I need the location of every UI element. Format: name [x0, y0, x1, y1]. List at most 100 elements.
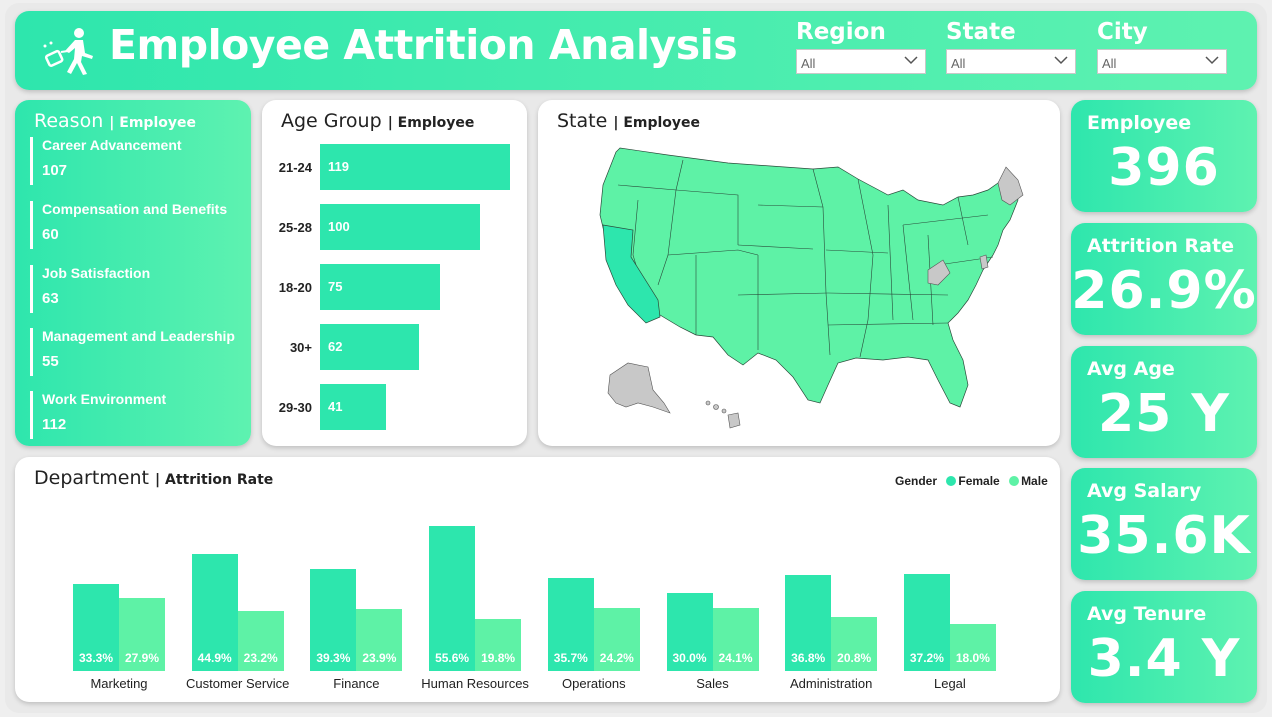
department-card: Department | Attrition Rate Gender Femal… [15, 457, 1060, 702]
male-bar[interactable] [237, 610, 284, 671]
female-bar[interactable] [310, 568, 357, 671]
reason-item[interactable]: Job Satisfaction 63 [30, 265, 240, 313]
state-filter-label: State [946, 19, 1016, 45]
state-dropdown-value: All [951, 56, 966, 71]
female-bar[interactable] [903, 574, 950, 671]
male-bar[interactable] [712, 608, 759, 671]
male-bar[interactable] [356, 608, 403, 671]
department-data-label: 36.8% [791, 651, 826, 665]
kpi-label: Avg Salary [1087, 480, 1202, 502]
age-group-tick-label: 18-20 [278, 280, 312, 295]
state-map-title: State | Employee [557, 110, 700, 132]
department-data-label: 35.7% [553, 651, 588, 665]
walking-person-icon [43, 28, 93, 75]
reason-label: Management and Leadership [42, 328, 235, 344]
age-group-bar[interactable] [320, 384, 386, 430]
age-group-tick-label: 25-28 [278, 220, 312, 235]
city-filter-label: City [1097, 19, 1148, 45]
west-virginia-shape[interactable] [927, 259, 951, 286]
female-bar[interactable] [429, 526, 476, 671]
male-bar[interactable] [949, 624, 996, 671]
reason-value: 63 [42, 290, 59, 307]
age-group-data-label: 62 [328, 339, 343, 354]
department-tick-label: Operations [562, 676, 626, 691]
reason-item[interactable]: Management and Leadership 55 [30, 328, 240, 376]
department-data-label: 55.6% [435, 651, 470, 665]
reason-value: 60 [42, 226, 59, 243]
male-bar[interactable] [119, 598, 165, 671]
department-data-label: 18.0% [955, 651, 990, 665]
age-group-bar[interactable] [320, 264, 440, 310]
kpi-label: Avg Age [1087, 358, 1175, 380]
female-bar[interactable] [785, 575, 832, 671]
department-data-label: 19.8% [481, 651, 516, 665]
kpi-value: 396 [1108, 138, 1220, 198]
department-data-label: 33.3% [78, 651, 114, 665]
age-group-title-text: Age Group [281, 110, 382, 132]
female-bar[interactable] [73, 584, 119, 671]
age-group-bar[interactable] [320, 144, 511, 190]
kpi-value: 35.6K [1077, 506, 1251, 566]
age-group-data-label: 75 [328, 279, 343, 294]
male-bar[interactable] [593, 607, 640, 671]
reason-value: 112 [42, 416, 67, 433]
department-data-label: 23.9% [362, 651, 397, 665]
reason-label: Work Environment [42, 391, 167, 407]
state-map-title-text: State [557, 110, 608, 132]
department-title: Department | Attrition Rate [34, 467, 273, 489]
age-group-card: Age Group | Employee 21-24 119 25-28 100 18-… [262, 100, 527, 446]
city-filter: City All [1097, 19, 1227, 74]
reason-label: Job Satisfaction [42, 265, 151, 281]
usa-mainland-shape[interactable] [599, 147, 1019, 408]
us-states-map[interactable] [598, 145, 1038, 435]
reason-label: Career Advancement [42, 137, 182, 153]
region-dropdown-value: All [801, 56, 816, 71]
department-tick-label: Sales [696, 676, 729, 691]
reason-subtitle: | Employee [109, 115, 196, 131]
page-title: Employee Attrition Analysis [109, 21, 738, 69]
region-filter-label: Region [796, 19, 886, 45]
reason-value: 107 [42, 162, 68, 179]
state-filter: State All [946, 19, 1076, 74]
state-map-subtitle: | Employee [613, 115, 701, 131]
alaska-shape[interactable] [607, 362, 671, 414]
female-bar[interactable] [191, 553, 238, 671]
age-group-data-label: 100 [328, 219, 350, 234]
department-data-label: 23.2% [243, 651, 278, 665]
reason-item[interactable]: Work Environment 112 [30, 391, 240, 439]
age-group-bar[interactable] [320, 204, 480, 250]
delaware-shape[interactable] [979, 254, 989, 270]
reason-value: 55 [42, 353, 59, 370]
california-shape[interactable] [602, 224, 661, 324]
legend-male[interactable]: Male [1021, 474, 1048, 488]
hawaii-shape[interactable] [705, 400, 741, 429]
female-bar[interactable] [547, 577, 594, 671]
region-dropdown[interactable]: All [796, 49, 926, 74]
reason-item[interactable]: Career Advancement 107 [30, 137, 240, 185]
age-group-tick-label: 21-24 [278, 160, 312, 175]
age-group-data-label: 119 [328, 159, 349, 174]
department-tick-label: Finance [333, 676, 380, 691]
reason-item[interactable]: Compensation and Benefits 60 [30, 201, 240, 249]
male-bar[interactable] [475, 619, 522, 671]
chevron-down-icon [1054, 56, 1068, 65]
male-bar[interactable] [831, 616, 878, 671]
header-banner: Employee Attrition Analysis Region All S… [15, 11, 1257, 90]
department-tick-label: Administration [790, 676, 873, 691]
kpi-attrition-rate: Attrition Rate 26.9% [1071, 223, 1257, 335]
chevron-down-icon [904, 56, 918, 65]
female-bar[interactable] [666, 592, 713, 671]
age-group-bar[interactable] [320, 324, 420, 370]
kpi-label: Employee [1087, 112, 1192, 134]
city-dropdown-value: All [1102, 56, 1117, 71]
city-dropdown[interactable]: All [1097, 49, 1227, 74]
maine-shape[interactable] [997, 166, 1024, 206]
department-tick-label: Marketing [90, 676, 148, 691]
department-tick-label: Legal [933, 676, 966, 691]
legend-female[interactable]: Female [958, 474, 1000, 488]
state-dropdown[interactable]: All [946, 49, 1076, 74]
male-legend-dot [1009, 476, 1020, 486]
department-title-text: Department [34, 467, 149, 489]
kpi-avg-salary: Avg Salary 35.6K [1071, 468, 1257, 580]
department-data-label: 39.3% [316, 651, 351, 665]
